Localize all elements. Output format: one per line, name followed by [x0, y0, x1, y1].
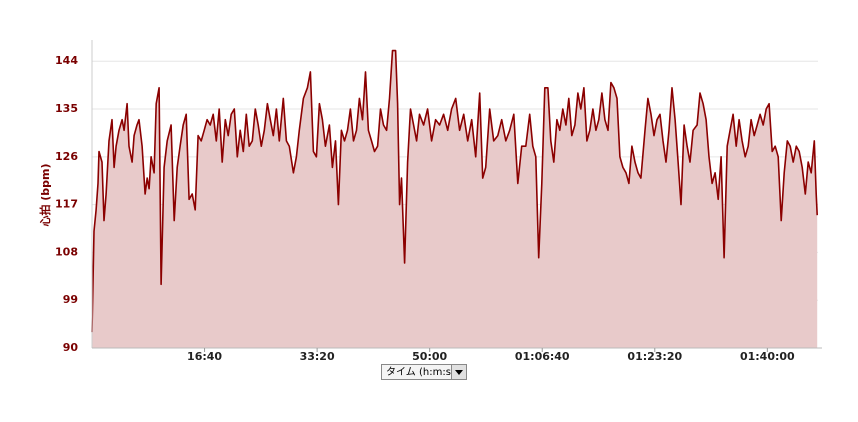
- y-axis-label: 心拍 (bpm): [38, 163, 52, 226]
- line: [91, 49, 818, 333]
- x-tick-label: 16:40: [187, 350, 222, 363]
- y-tick-label: 99: [63, 293, 78, 306]
- selector-label: タイム (h:m:s): [386, 367, 455, 378]
- y-tick-label: 135: [55, 102, 78, 115]
- x-tick-label: 50:00: [412, 350, 447, 363]
- x-tick-label: 33:20: [300, 350, 335, 363]
- x-tick-label: 01:40:00: [740, 350, 795, 363]
- y-tick-label: 126: [55, 150, 78, 163]
- y-tick-label: 108: [55, 245, 78, 258]
- y-tick-label: 117: [55, 198, 78, 211]
- dropdown-button[interactable]: [451, 365, 466, 379]
- y-tick-label: 144: [55, 54, 78, 67]
- x-tick-label: 01:06:40: [515, 350, 570, 363]
- x-axis-selector[interactable]: タイム (h:m:s): [381, 364, 467, 380]
- y-tick-label: 90: [63, 341, 79, 354]
- x-tick-label: 01:23:20: [627, 350, 682, 363]
- area: [92, 50, 818, 348]
